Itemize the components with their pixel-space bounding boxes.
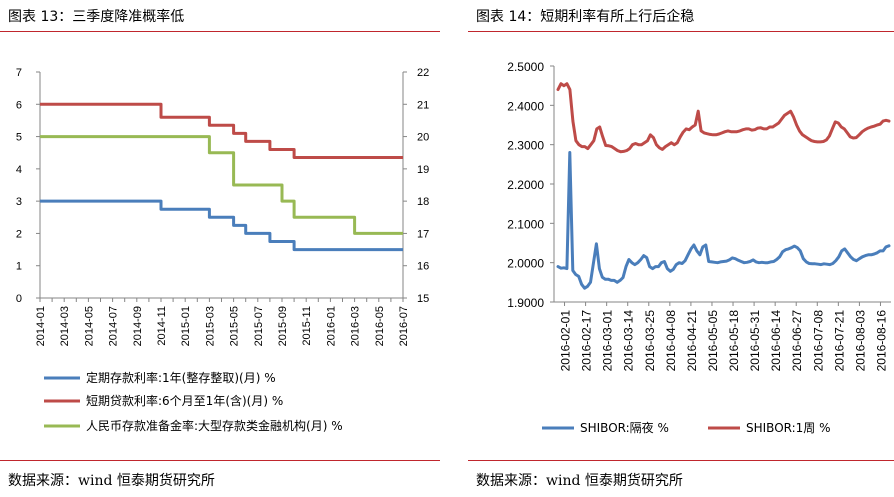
y-tick-label-right: 19 bbox=[417, 164, 429, 176]
x-tick-label: 2015-11 bbox=[301, 306, 313, 346]
x-tick-label: 2015-03 bbox=[204, 306, 216, 346]
series-line-1 bbox=[40, 199, 403, 252]
x-tick-label: 2016-05-31 bbox=[748, 310, 762, 372]
legend-label-1: SHIBOR:隔夜 % bbox=[580, 420, 669, 435]
x-tick-label: 2016-08-16 bbox=[874, 310, 888, 372]
x-tick-label: 2016-07-08 bbox=[811, 310, 825, 372]
legend-label-2: 短期贷款利率:6个月至1年(含)(月) % bbox=[86, 393, 283, 408]
x-tick-label: 2016-06-14 bbox=[769, 310, 783, 372]
x-tick-label: 2016-03-25 bbox=[643, 310, 657, 372]
x-tick-label: 2014-03 bbox=[59, 306, 71, 346]
chart-title-left: 图表 13：三季度降准概率低 bbox=[8, 9, 185, 25]
x-tick-label: 2016-08-03 bbox=[853, 310, 867, 372]
chart-left: 0 1 2 3 4 5 6 7 15 16 17 18 19 20 21 22 2014-01 2014-03 20… bbox=[16, 67, 429, 433]
title-rule-right bbox=[468, 31, 894, 32]
chart-panel-left: 图表 13：三季度降准概率低 0 1 2 3 4 5 6 7 15 16 17 18 19 20 21 22 2… bbox=[0, 0, 440, 497]
x-tick-label: 2014-05 bbox=[83, 306, 95, 346]
y-tick-label-right: 16 bbox=[417, 261, 429, 273]
x-tick-label: 2015-07 bbox=[253, 306, 265, 346]
y-tick-label: 2.2000 bbox=[507, 178, 544, 192]
x-tick-label: 2014-01 bbox=[35, 306, 47, 346]
x-tick-label: 2016-01 bbox=[325, 306, 337, 346]
x-tick-label: 2014-11 bbox=[156, 306, 168, 346]
y-tick-label-right: 22 bbox=[417, 67, 429, 79]
y-tick-label: 2.1000 bbox=[507, 217, 544, 231]
x-tick-label: 2016-03-14 bbox=[622, 310, 636, 372]
x-tick-label: 2016-05-05 bbox=[706, 310, 720, 372]
y-tick-label-left: 2 bbox=[16, 228, 22, 240]
y-tick-label-right: 21 bbox=[417, 99, 429, 111]
legend-label-3: 人民币存款准备金率:大型存款类金融机构(月) % bbox=[86, 418, 343, 433]
x-tick-label: 2015-09 bbox=[277, 306, 289, 346]
y-tick-label-left: 3 bbox=[16, 196, 22, 208]
chart-title-right: 图表 14：短期利率有所上行后企稳 bbox=[476, 9, 695, 25]
chart-panel-right: 图表 14：短期利率有所上行后企稳 1.9000 2.0000 2.1000 2.20… bbox=[468, 0, 894, 497]
x-tick-label: 2016-02-01 bbox=[559, 310, 573, 372]
x-tick-label: 2016-03-01 bbox=[601, 310, 615, 372]
series-line-2 bbox=[40, 102, 403, 160]
y-tick-label: 1.9000 bbox=[507, 296, 544, 310]
source-rule-right bbox=[468, 460, 894, 461]
x-tick-label: 2014-09 bbox=[132, 306, 144, 346]
series-line-2 bbox=[556, 82, 891, 154]
x-tick-label: 2016-05-18 bbox=[727, 310, 741, 372]
y-tick-label-right: 20 bbox=[417, 132, 429, 144]
y-tick-label: 2.3000 bbox=[507, 139, 544, 153]
source-rule-left bbox=[0, 460, 440, 461]
series-line-3 bbox=[40, 135, 403, 235]
y-tick-label-right: 18 bbox=[417, 196, 429, 208]
x-tick-label: 2016-07-21 bbox=[832, 310, 846, 372]
y-tick-label-right: 15 bbox=[417, 293, 429, 305]
x-tick-label: 2014-07 bbox=[108, 306, 120, 346]
x-tick-label: 2016-04-21 bbox=[685, 310, 699, 372]
y-tick-label: 2.0000 bbox=[507, 257, 544, 271]
chart-right: 1.9000 2.0000 2.1000 2.2000 2.3000 2.4000 2.50… bbox=[507, 60, 891, 435]
x-tick-label: 2016-05 bbox=[374, 306, 386, 346]
y-tick-label-left: 0 bbox=[16, 293, 22, 305]
x-tick-label: 2016-02-17 bbox=[580, 310, 594, 372]
series-line-1 bbox=[556, 151, 891, 290]
y-tick-label-left: 4 bbox=[16, 164, 22, 176]
x-tick-label: 2016-06-27 bbox=[790, 310, 804, 372]
x-tick-label: 2016-04-08 bbox=[664, 310, 678, 372]
y-tick-label-left: 5 bbox=[16, 132, 22, 144]
x-tick-label: 2016-03 bbox=[350, 306, 362, 346]
legend-label-2: SHIBOR:1周 % bbox=[746, 421, 831, 435]
source-right: 数据来源：wind 恒泰期货研究所 bbox=[476, 473, 683, 489]
y-tick-label: 2.5000 bbox=[507, 60, 544, 74]
y-tick-label-right: 17 bbox=[417, 228, 429, 240]
y-tick-label-left: 7 bbox=[16, 67, 22, 79]
legend-label-1: 定期存款利率:1年(整存整取)(月) % bbox=[86, 370, 276, 385]
x-tick-label: 2016-07 bbox=[398, 306, 410, 346]
y-tick-label: 2.4000 bbox=[507, 99, 544, 113]
x-tick-label: 2015-01 bbox=[180, 306, 192, 346]
y-tick-label-left: 1 bbox=[16, 261, 22, 273]
y-tick-label-left: 6 bbox=[16, 99, 22, 111]
source-left: 数据来源：wind 恒泰期货研究所 bbox=[8, 473, 215, 489]
x-tick-label: 2015-05 bbox=[229, 306, 241, 346]
title-rule-left bbox=[0, 31, 440, 32]
